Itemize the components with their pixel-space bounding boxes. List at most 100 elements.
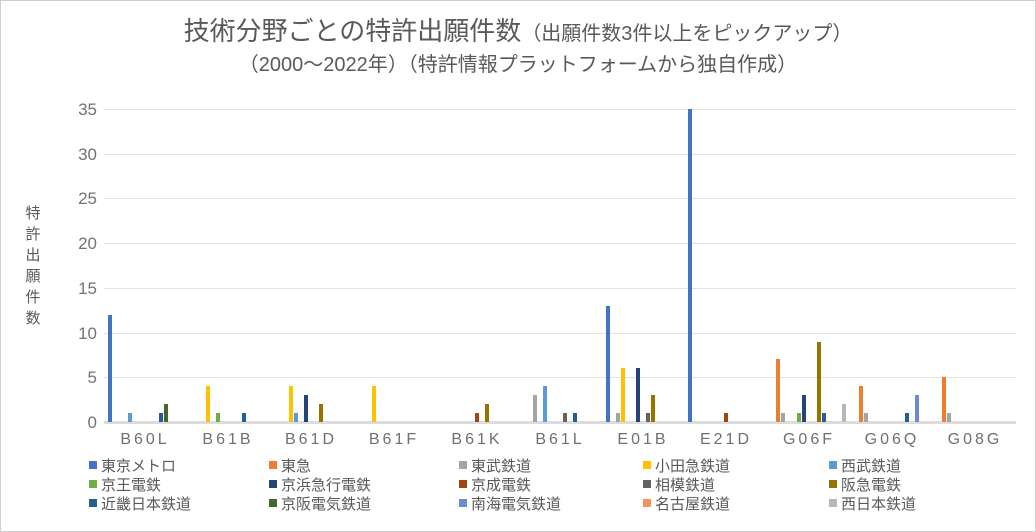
- legend-item: 西武鉄道: [829, 455, 901, 475]
- gridline: [104, 109, 1016, 110]
- x-axis-label: B61F: [368, 431, 420, 448]
- legend-label: 京成電鉄: [471, 477, 532, 494]
- bar-阪急電鉄: [651, 395, 655, 422]
- legend-label: 東武鉄道: [471, 458, 532, 475]
- bar-近畿日本鉄道: [905, 413, 909, 422]
- legend-swatch-icon: [829, 460, 837, 469]
- bar-東急: [859, 386, 863, 422]
- bar-南海電気鉄道: [915, 395, 919, 422]
- gridline: [104, 154, 1016, 155]
- legend-label: 南海電気鉄道: [471, 496, 562, 513]
- legend-label: 東京メトロ: [101, 458, 177, 475]
- legend-item: 京成電鉄: [459, 474, 531, 494]
- bar-東武鉄道: [616, 413, 620, 422]
- bar-小田急鉄道: [206, 386, 210, 422]
- x-axis-label: B61L: [535, 431, 585, 448]
- legend-item: 小田急鉄道: [643, 455, 730, 475]
- x-axis-label: B61D: [284, 431, 338, 448]
- bar-阪急電鉄: [485, 404, 489, 422]
- legend-swatch-icon: [269, 498, 277, 507]
- legend-label: 近畿日本鉄道: [101, 496, 192, 513]
- bar-東京メトロ: [108, 315, 112, 422]
- bar-京浜急行電鉄: [304, 395, 308, 422]
- bar-阪急電鉄: [817, 342, 821, 422]
- bar-相模鉄道: [646, 413, 650, 422]
- bar-小田急鉄道: [621, 368, 625, 422]
- chart-title-note: （出願件数3件以上をピックアップ）: [521, 23, 853, 45]
- bar-近畿日本鉄道: [573, 413, 577, 422]
- legend-label: 京阪電気鉄道: [281, 496, 372, 513]
- legend-swatch-icon: [459, 460, 467, 469]
- legend-item: 西日本鉄道: [829, 493, 916, 513]
- bar-小田急鉄道: [289, 386, 293, 422]
- legend-item: 阪急電鉄: [829, 474, 901, 494]
- legend-label: 京王電鉄: [101, 477, 162, 494]
- legend-item: 近畿日本鉄道: [89, 493, 191, 513]
- legend-swatch-icon: [643, 479, 651, 488]
- legend-label: 西日本鉄道: [841, 496, 917, 513]
- gridline: [104, 243, 1016, 244]
- legend-label: 名古屋鉄道: [655, 496, 731, 513]
- legend-label: 阪急電鉄: [841, 477, 902, 494]
- x-axis-label: B61K: [451, 431, 503, 448]
- bar-東武鉄道: [864, 413, 868, 422]
- bar-東武鉄道: [947, 413, 951, 422]
- legend-label: 東急: [281, 458, 312, 475]
- legend-swatch-icon: [829, 498, 837, 507]
- x-axis-label: G06F: [782, 431, 835, 448]
- legend-item: 相模鉄道: [643, 474, 715, 494]
- legend-swatch-icon: [643, 498, 651, 507]
- legend-swatch-icon: [459, 498, 467, 507]
- x-axis-label: G08G: [947, 431, 1003, 448]
- legend-item: 南海電気鉄道: [459, 493, 561, 513]
- y-tick-label: 5: [87, 368, 97, 387]
- legend-label: 相模鉄道: [655, 477, 716, 494]
- y-tick-label: 10: [78, 324, 97, 343]
- legend-item: 東急: [269, 455, 311, 475]
- x-axis-label: E21D: [699, 431, 753, 448]
- gridline: [104, 288, 1016, 289]
- bar-小田急鉄道: [372, 386, 376, 422]
- y-tick-label: 30: [78, 145, 97, 164]
- chart-title: 技術分野ごとの特許出願件数（出願件数3件以上をピックアップ）: [1, 13, 1035, 54]
- chart-title-main: 技術分野ごとの特許出願件数: [183, 16, 522, 46]
- gridline: [104, 333, 1016, 334]
- y-axis-title: 特許出願件数: [25, 205, 41, 327]
- gridline: [104, 198, 1016, 199]
- bar-近畿日本鉄道: [242, 413, 246, 422]
- x-axis-label: B60L: [120, 431, 170, 448]
- bar-相模鉄道: [563, 413, 567, 422]
- legend-swatch-icon: [643, 460, 651, 469]
- legend-swatch-icon: [269, 460, 277, 469]
- legend-item: 名古屋鉄道: [643, 493, 730, 513]
- legend-item: 東京メトロ: [89, 455, 176, 475]
- bar-西武鉄道: [543, 386, 547, 422]
- bar-東京メトロ: [606, 306, 610, 422]
- legend-swatch-icon: [89, 460, 97, 469]
- legend-item: 京王電鉄: [89, 474, 161, 494]
- y-tick-label: 0: [87, 413, 97, 432]
- legend-swatch-icon: [269, 479, 277, 488]
- legend-label: 西武鉄道: [841, 458, 902, 475]
- y-tick-label: 25: [78, 189, 97, 208]
- bar-京成電鉄: [724, 413, 728, 422]
- bar-近畿日本鉄道: [822, 413, 826, 422]
- bar-京浜急行電鉄: [802, 395, 806, 422]
- y-tick-label: 35: [78, 100, 97, 119]
- bar-東急: [776, 359, 780, 422]
- gridline: [104, 377, 1016, 378]
- bar-東急: [942, 377, 946, 422]
- x-axis-line: [104, 421, 1016, 424]
- bar-西武鉄道: [294, 413, 298, 422]
- legend-item: 京阪電気鉄道: [269, 493, 371, 513]
- bar-近畿日本鉄道: [159, 413, 163, 422]
- legend-label: 京浜急行電鉄: [281, 477, 372, 494]
- bar-京王電鉄: [216, 413, 220, 422]
- x-axis-label: E01B: [617, 431, 669, 448]
- bar-京成電鉄: [475, 413, 479, 422]
- bar-東武鉄道: [533, 395, 537, 422]
- legend-item: 京浜急行電鉄: [269, 474, 371, 494]
- bar-東京メトロ: [688, 109, 692, 422]
- bar-東武鉄道: [781, 413, 785, 422]
